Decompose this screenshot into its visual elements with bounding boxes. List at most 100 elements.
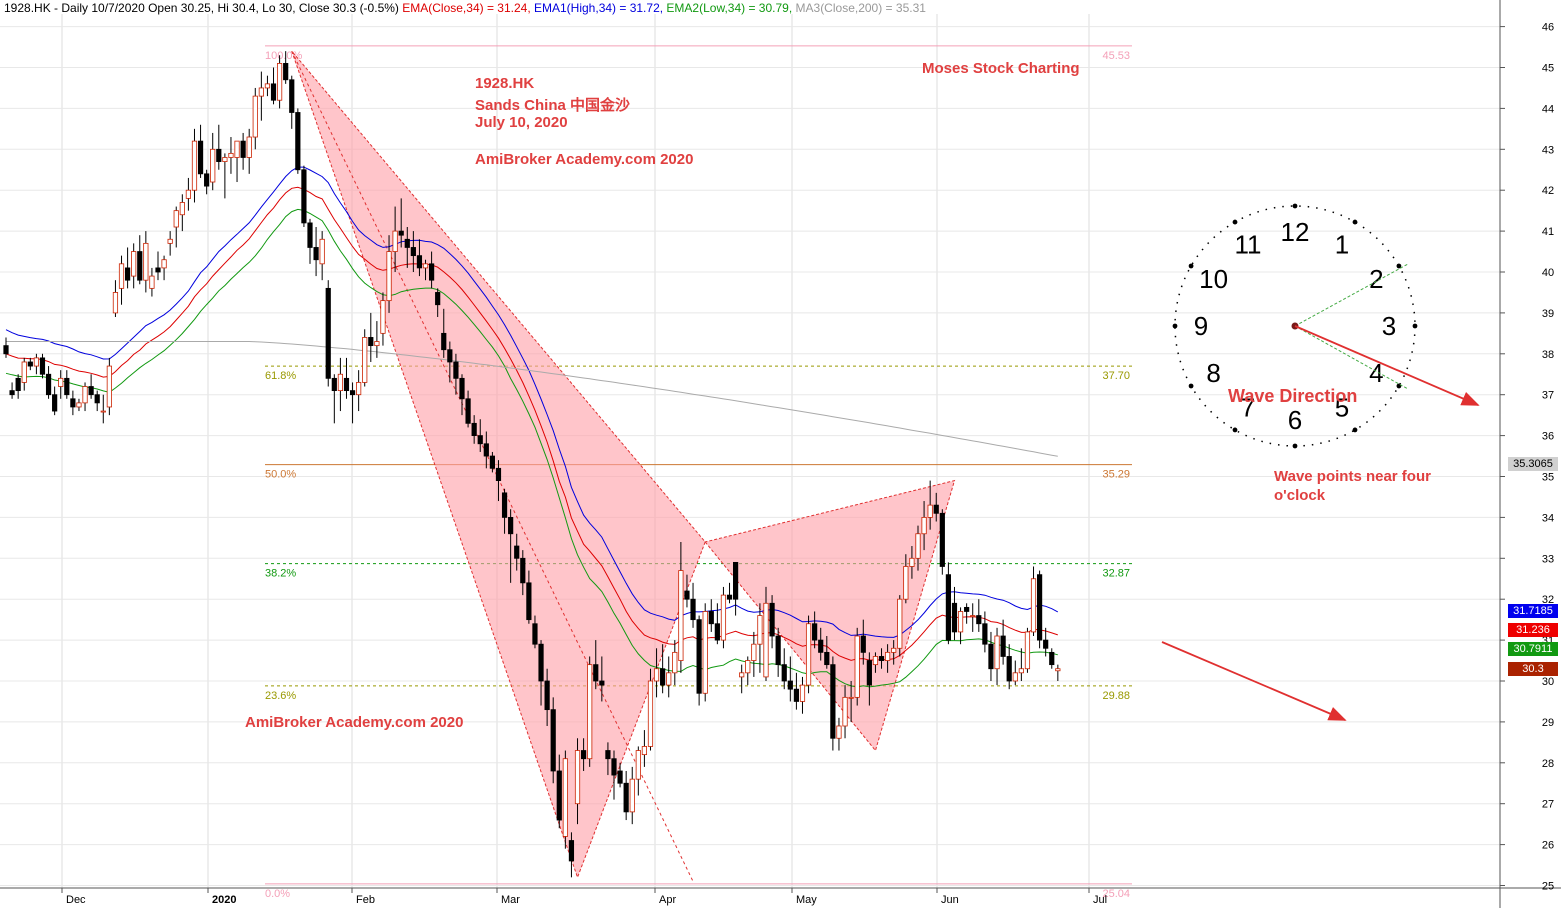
candle-body [781, 664, 787, 682]
wave-direction-arrow [1294, 325, 1480, 406]
moses-label: Moses Stock Charting [922, 60, 1080, 77]
candle-body [422, 263, 429, 269]
fib-percent-label: 61.8% [265, 370, 296, 382]
candle-body [842, 696, 848, 727]
ema-high-line [5, 166, 1059, 638]
candle-body [708, 611, 714, 625]
candle-body [1043, 639, 1049, 649]
candle-body [228, 152, 234, 158]
candle-body [416, 255, 423, 269]
candle-body [921, 517, 927, 535]
candle-body [581, 750, 587, 760]
clock-hour-mark [1412, 323, 1418, 329]
wave-note-line-2: o'clock [1274, 487, 1326, 504]
candle-body [64, 377, 70, 396]
candle-body [951, 602, 958, 633]
candle-body [143, 242, 149, 281]
clock-number: 3 [1382, 311, 1396, 341]
clock-number: 7 [1241, 392, 1255, 422]
y-tick-label: 35 [1542, 472, 1554, 484]
candle-body [641, 746, 648, 756]
candle-body [568, 840, 575, 862]
candle-body [435, 292, 441, 306]
header-ma200: MA3(Close,200) = 35.31 [795, 1, 926, 15]
candle-body [556, 770, 562, 821]
candle-body [763, 602, 769, 678]
candle-body [197, 140, 204, 175]
candle-body [544, 680, 550, 711]
y-tick-label: 25 [1542, 881, 1554, 893]
candle-body [994, 635, 1000, 670]
candle-body [623, 782, 629, 813]
candle-body [106, 365, 112, 408]
clock-number: 9 [1194, 311, 1208, 341]
candle-body [957, 611, 964, 633]
chart-header: 1928.HK - Daily 10/7/2020 Open 30.25, Hi… [4, 1, 926, 15]
x-tick-label: Mar [501, 894, 520, 906]
candle-body [696, 619, 702, 694]
candle-body [149, 275, 155, 289]
candle-body [538, 643, 544, 682]
candle-body [331, 377, 337, 392]
y-tick-label: 39 [1542, 308, 1554, 320]
candle-body [799, 684, 806, 702]
candle-body [234, 140, 240, 158]
candle-body [125, 267, 131, 281]
candle-body [307, 222, 313, 248]
candle-body [313, 247, 319, 261]
projection-arrow [1161, 641, 1347, 721]
candle-body [933, 504, 939, 514]
clock-hour-mark [1292, 203, 1298, 209]
y-tick-label: 40 [1542, 267, 1554, 279]
candle-body [362, 337, 368, 383]
candle-body [258, 87, 264, 97]
y-tick-label: 37 [1542, 390, 1554, 402]
candle-body [702, 611, 708, 694]
candle-body [988, 643, 994, 670]
clock-hand-2 [1294, 263, 1409, 327]
candle-body [94, 394, 100, 404]
x-axis: Dec 2020 Feb Mar Apr May Jun Jul [61, 888, 1107, 906]
candle-body [775, 635, 781, 666]
candle-body [684, 590, 690, 600]
candle-body [185, 189, 191, 199]
fib-price-label: 45.53 [1102, 50, 1130, 62]
candle-body [629, 778, 635, 813]
candle-body [191, 140, 198, 191]
clock-hour-mark [1292, 443, 1298, 449]
candle-body [264, 83, 271, 89]
candle-body [343, 377, 350, 392]
candle-body [720, 594, 727, 641]
candle-body [562, 758, 568, 837]
y-tick-label: 45 [1542, 63, 1554, 75]
clock-number: 1 [1335, 230, 1349, 260]
clock-hour-mark [1352, 219, 1358, 225]
candle-body [812, 623, 818, 641]
candle-body [976, 615, 982, 625]
candle-body [860, 635, 866, 653]
clock-hour-mark [1396, 263, 1402, 269]
candle-body [769, 602, 775, 637]
title-line-3: July 10, 2020 [475, 114, 568, 131]
candle-body [483, 443, 489, 457]
fib-price-label: 29.88 [1102, 690, 1130, 702]
fib-percent-label: 23.6% [265, 690, 296, 702]
candle-body [301, 169, 307, 224]
ema-low-line [5, 208, 1058, 688]
candle-body [927, 504, 933, 518]
candle-body [501, 492, 508, 518]
candle-body [532, 623, 538, 645]
price-tag: 30.3 [1508, 661, 1558, 676]
x-tick-label: Jul [1093, 894, 1107, 906]
site-label-top: AmiBroker Academy.com 2020 [475, 151, 694, 168]
candle-body [337, 373, 344, 392]
x-tick-label: Dec [66, 894, 86, 906]
candle-body [289, 79, 295, 113]
price-tag: 35.3065 [1508, 456, 1558, 471]
y-tick-label: 41 [1542, 226, 1554, 238]
candle-body [739, 672, 745, 678]
